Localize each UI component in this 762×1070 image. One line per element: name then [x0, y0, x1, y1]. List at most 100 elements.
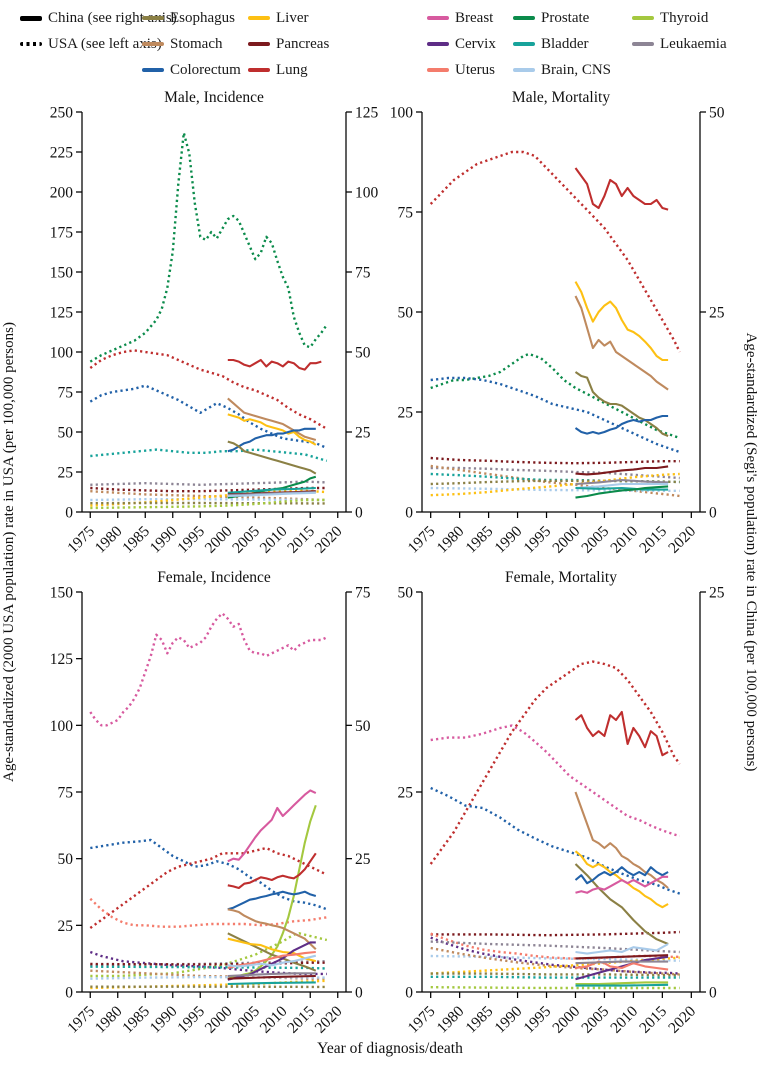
male-incidence-china-liver-line [227, 413, 317, 446]
legend-item-esophagus-swatch-icon [142, 15, 164, 21]
male-incidence-usa-bladder-line [90, 448, 328, 462]
x-tick-label: 2010 [257, 1003, 291, 1037]
legend-item-cervix: Cervix [427, 34, 496, 54]
right-tick-label: 25 [709, 584, 725, 601]
x-tick-label: 1980 [434, 1003, 468, 1037]
female-mortality-usa-colorectum-line [430, 786, 681, 895]
right-tick-label: 0 [355, 984, 363, 1001]
legend-item-colorectum-swatch-icon [142, 67, 164, 73]
left-tick-label: 0 [65, 504, 73, 521]
x-tick-label: 2000 [549, 523, 583, 557]
legend-item-breast-label: Breast [455, 10, 494, 26]
female-mortality-usa-esophagus-line [430, 972, 680, 977]
left-tick-label: 125 [50, 651, 74, 668]
male-mortality-usa-lung-line [429, 150, 681, 353]
panel-male-mortality: Male, Mortality0255075100025501975198019… [390, 89, 725, 557]
left-tick-label: 0 [405, 984, 413, 1001]
male-mortality-usa-liver-line [430, 472, 680, 497]
legend-key-china-swatch-icon [20, 15, 42, 21]
female-incidence-china-brain-cns-line [227, 954, 317, 968]
x-tick-label: 1980 [92, 523, 126, 557]
panel-title-male-mortality: Male, Mortality [512, 89, 610, 106]
x-tick-label: 2005 [229, 523, 263, 557]
female-incidence-china-esophagus-line [227, 932, 317, 972]
female-incidence-usa-uterus-line [89, 897, 327, 928]
female-incidence-china-breast-line [227, 789, 317, 863]
x-tick-label: 2020 [312, 1003, 346, 1037]
male-incidence-usa-prostate-line [89, 131, 328, 363]
male-mortality-china-stomach-line [574, 295, 669, 391]
left-tick-label: 75 [58, 384, 74, 401]
left-tick-label: 0 [65, 984, 73, 1001]
x-tick-label: 2010 [257, 523, 291, 557]
legend-item-brain-cns: Brain, CNS [513, 60, 611, 80]
male-mortality-usa-stomach-line [430, 464, 680, 498]
male-mortality-china-liver-line [574, 281, 669, 362]
x-tick-label: 2000 [549, 1003, 583, 1037]
female-incidence-usa-brain-cns-line [90, 975, 327, 980]
female-mortality-china-leukaemia-line [575, 960, 669, 965]
legend-item-esophagus: Esophagus [142, 8, 235, 28]
x-tick-label: 1995 [520, 523, 554, 557]
female-incidence-china-colorectum-line [227, 890, 317, 911]
legend-item-bladder-swatch-icon [513, 41, 535, 47]
legend-item-lung-label: Lung [276, 62, 308, 78]
legend-item-colorectum-label: Colorectum [170, 62, 241, 78]
female-incidence-china-bladder-line [227, 981, 316, 986]
legend-item-liver-swatch-icon [248, 15, 270, 21]
male-incidence-china-stomach-line [227, 397, 317, 442]
right-tick-label: 0 [355, 504, 363, 521]
panel-title-female-incidence: Female, Incidence [157, 569, 271, 586]
x-tick-label: 1995 [520, 1003, 554, 1037]
left-tick-label: 175 [50, 224, 74, 241]
male-incidence-china-colorectum-line [227, 427, 316, 453]
x-tick-label: 2000 [202, 1003, 236, 1037]
male-incidence-china-esophagus-line [227, 440, 317, 475]
male-incidence-usa-lung-line [89, 349, 328, 430]
legend-item-thyroid-swatch-icon [632, 15, 654, 21]
x-tick-label: 2020 [312, 523, 346, 557]
legend-key-usa: USA (see left axis) [20, 34, 162, 54]
legend-item-stomach: Stomach [142, 34, 223, 54]
female-incidence-usa-pancreas-line [90, 961, 327, 966]
x-tick-label: 2010 [607, 1003, 641, 1037]
x-tick-label: 1995 [174, 523, 208, 557]
x-tick-label: 1985 [119, 523, 153, 557]
male-mortality-china-lung-line [574, 167, 669, 211]
legend-key-china-label: China (see right axis) [48, 10, 177, 26]
left-tick-label: 25 [58, 918, 74, 935]
female-mortality-china-uterus-line [575, 960, 669, 971]
legend-item-thyroid-label: Thyroid [660, 10, 709, 26]
legend-key-usa-swatch-icon [20, 42, 42, 46]
left-tick-label: 50 [58, 424, 74, 441]
x-tick-label: 1985 [119, 1003, 153, 1037]
legend-item-bladder-label: Bladder [541, 36, 589, 52]
legend-item-leukaemia-label: Leukaemia [660, 36, 727, 52]
x-axis-label: Year of diagnosis/death [317, 1040, 463, 1057]
x-tick-label: 1995 [174, 1003, 208, 1037]
legend-item-cervix-swatch-icon [427, 41, 449, 47]
x-tick-label: 2010 [607, 523, 641, 557]
male-incidence-china-bladder-line [227, 486, 316, 494]
right-tick-label: 0 [709, 984, 717, 1001]
legend-item-liver-label: Liver [276, 10, 309, 26]
legend-item-breast-swatch-icon [427, 15, 449, 21]
left-tick-label: 75 [398, 204, 414, 221]
right-tick-label: 25 [355, 851, 371, 868]
x-tick-label: 2020 [665, 523, 699, 557]
x-tick-label: 1975 [405, 523, 439, 557]
female-incidence-usa-breast-line [89, 612, 328, 727]
legend-item-uterus-swatch-icon [427, 67, 449, 73]
legend-item-thyroid: Thyroid [632, 8, 708, 28]
right-tick-label: 125 [355, 104, 379, 121]
panel-male-incidence: Male, Incidence 0 25 50 75 100 125 150 175 200 225… [50, 89, 379, 557]
male-incidence-china-lung-line [227, 358, 322, 371]
legend-item-prostate-label: Prostate [541, 10, 590, 26]
panel-female-mortality: Female, Mortality02550025197519801985199… [398, 569, 725, 1037]
female-mortality-china-breast-line [575, 875, 669, 894]
x-tick-label: 1990 [491, 1003, 525, 1037]
legend-item-esophagus-label: Esophagus [170, 10, 235, 26]
female-incidence-china-leukaemia-line [227, 972, 316, 978]
right-tick-label: 50 [355, 718, 371, 735]
legend-item-stomach-label: Stomach [170, 36, 223, 52]
